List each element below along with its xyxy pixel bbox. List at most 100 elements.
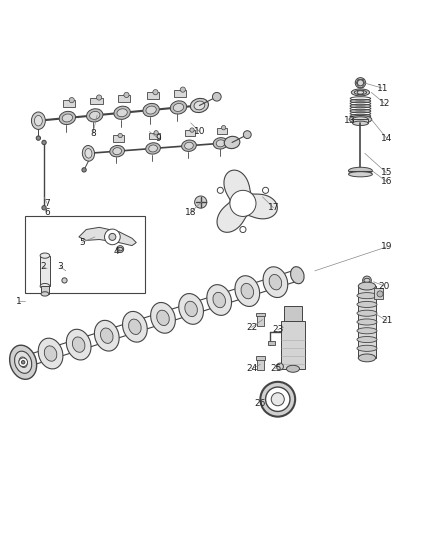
Circle shape <box>190 128 194 132</box>
Text: 6: 6 <box>44 207 50 216</box>
Text: 15: 15 <box>381 168 392 177</box>
Ellipse shape <box>349 116 372 123</box>
Bar <box>90 98 102 104</box>
Circle shape <box>153 90 158 95</box>
Text: 1: 1 <box>16 297 21 306</box>
Ellipse shape <box>117 109 127 117</box>
Ellipse shape <box>66 329 91 360</box>
Ellipse shape <box>82 146 95 161</box>
Text: 3: 3 <box>57 262 63 271</box>
Ellipse shape <box>357 301 377 308</box>
Bar <box>118 95 130 102</box>
Ellipse shape <box>89 111 100 119</box>
Circle shape <box>377 291 383 297</box>
Polygon shape <box>217 170 277 232</box>
Circle shape <box>260 382 295 417</box>
Circle shape <box>118 133 122 138</box>
Ellipse shape <box>185 301 198 317</box>
Ellipse shape <box>100 328 113 343</box>
Ellipse shape <box>241 284 254 299</box>
Circle shape <box>21 360 25 364</box>
Circle shape <box>230 190 256 216</box>
Bar <box>185 130 195 136</box>
Ellipse shape <box>114 106 131 119</box>
Ellipse shape <box>357 310 377 316</box>
Bar <box>257 314 264 326</box>
Ellipse shape <box>364 278 370 282</box>
Bar <box>149 133 159 139</box>
Ellipse shape <box>185 142 193 149</box>
Text: 21: 21 <box>381 317 392 326</box>
Text: 14: 14 <box>381 134 392 143</box>
Bar <box>255 313 265 316</box>
Circle shape <box>262 187 268 193</box>
Circle shape <box>265 387 290 411</box>
Ellipse shape <box>224 136 240 149</box>
Ellipse shape <box>213 138 228 149</box>
Ellipse shape <box>123 311 147 342</box>
Ellipse shape <box>72 337 85 352</box>
Ellipse shape <box>286 365 300 372</box>
Ellipse shape <box>207 285 232 316</box>
Ellipse shape <box>358 282 376 290</box>
Ellipse shape <box>235 276 260 306</box>
Ellipse shape <box>269 274 282 290</box>
Text: 9: 9 <box>155 134 161 143</box>
Ellipse shape <box>146 106 156 114</box>
Circle shape <box>357 80 364 86</box>
Polygon shape <box>79 228 136 246</box>
Circle shape <box>276 363 283 370</box>
Ellipse shape <box>191 99 208 112</box>
Ellipse shape <box>87 109 103 122</box>
Circle shape <box>117 246 124 253</box>
Ellipse shape <box>62 114 73 122</box>
Circle shape <box>105 229 120 245</box>
Ellipse shape <box>32 112 46 130</box>
Ellipse shape <box>357 336 377 343</box>
Ellipse shape <box>85 149 92 158</box>
Ellipse shape <box>179 294 203 324</box>
Ellipse shape <box>354 90 367 94</box>
Ellipse shape <box>110 146 124 157</box>
Text: 26: 26 <box>254 399 266 408</box>
Ellipse shape <box>143 103 159 117</box>
Text: 19: 19 <box>381 243 392 252</box>
Text: 22: 22 <box>246 323 257 332</box>
Text: 20: 20 <box>379 281 390 290</box>
Bar <box>374 288 383 299</box>
Ellipse shape <box>353 121 368 125</box>
Ellipse shape <box>357 293 377 298</box>
Ellipse shape <box>44 346 57 361</box>
Circle shape <box>363 276 371 285</box>
Circle shape <box>124 92 129 98</box>
Ellipse shape <box>40 284 49 289</box>
Text: 17: 17 <box>268 203 279 212</box>
Text: 24: 24 <box>246 364 257 373</box>
Ellipse shape <box>129 319 141 335</box>
Ellipse shape <box>170 101 187 114</box>
Ellipse shape <box>157 310 169 326</box>
Circle shape <box>36 136 41 140</box>
Text: 11: 11 <box>376 84 388 93</box>
Ellipse shape <box>38 338 63 369</box>
Ellipse shape <box>149 145 157 152</box>
Bar <box>147 92 159 99</box>
Circle shape <box>217 187 223 193</box>
Ellipse shape <box>59 111 76 125</box>
Text: 4: 4 <box>114 247 120 256</box>
Ellipse shape <box>357 91 364 94</box>
Bar <box>255 356 265 360</box>
Circle shape <box>212 92 221 101</box>
Ellipse shape <box>351 89 370 96</box>
Ellipse shape <box>194 101 205 110</box>
Bar <box>257 358 264 370</box>
Bar <box>281 321 305 369</box>
Ellipse shape <box>40 253 49 258</box>
Ellipse shape <box>353 117 368 122</box>
Ellipse shape <box>357 328 377 334</box>
Ellipse shape <box>213 292 226 308</box>
Circle shape <box>96 95 102 100</box>
Circle shape <box>244 131 251 139</box>
Ellipse shape <box>113 148 121 155</box>
Ellipse shape <box>358 354 376 362</box>
